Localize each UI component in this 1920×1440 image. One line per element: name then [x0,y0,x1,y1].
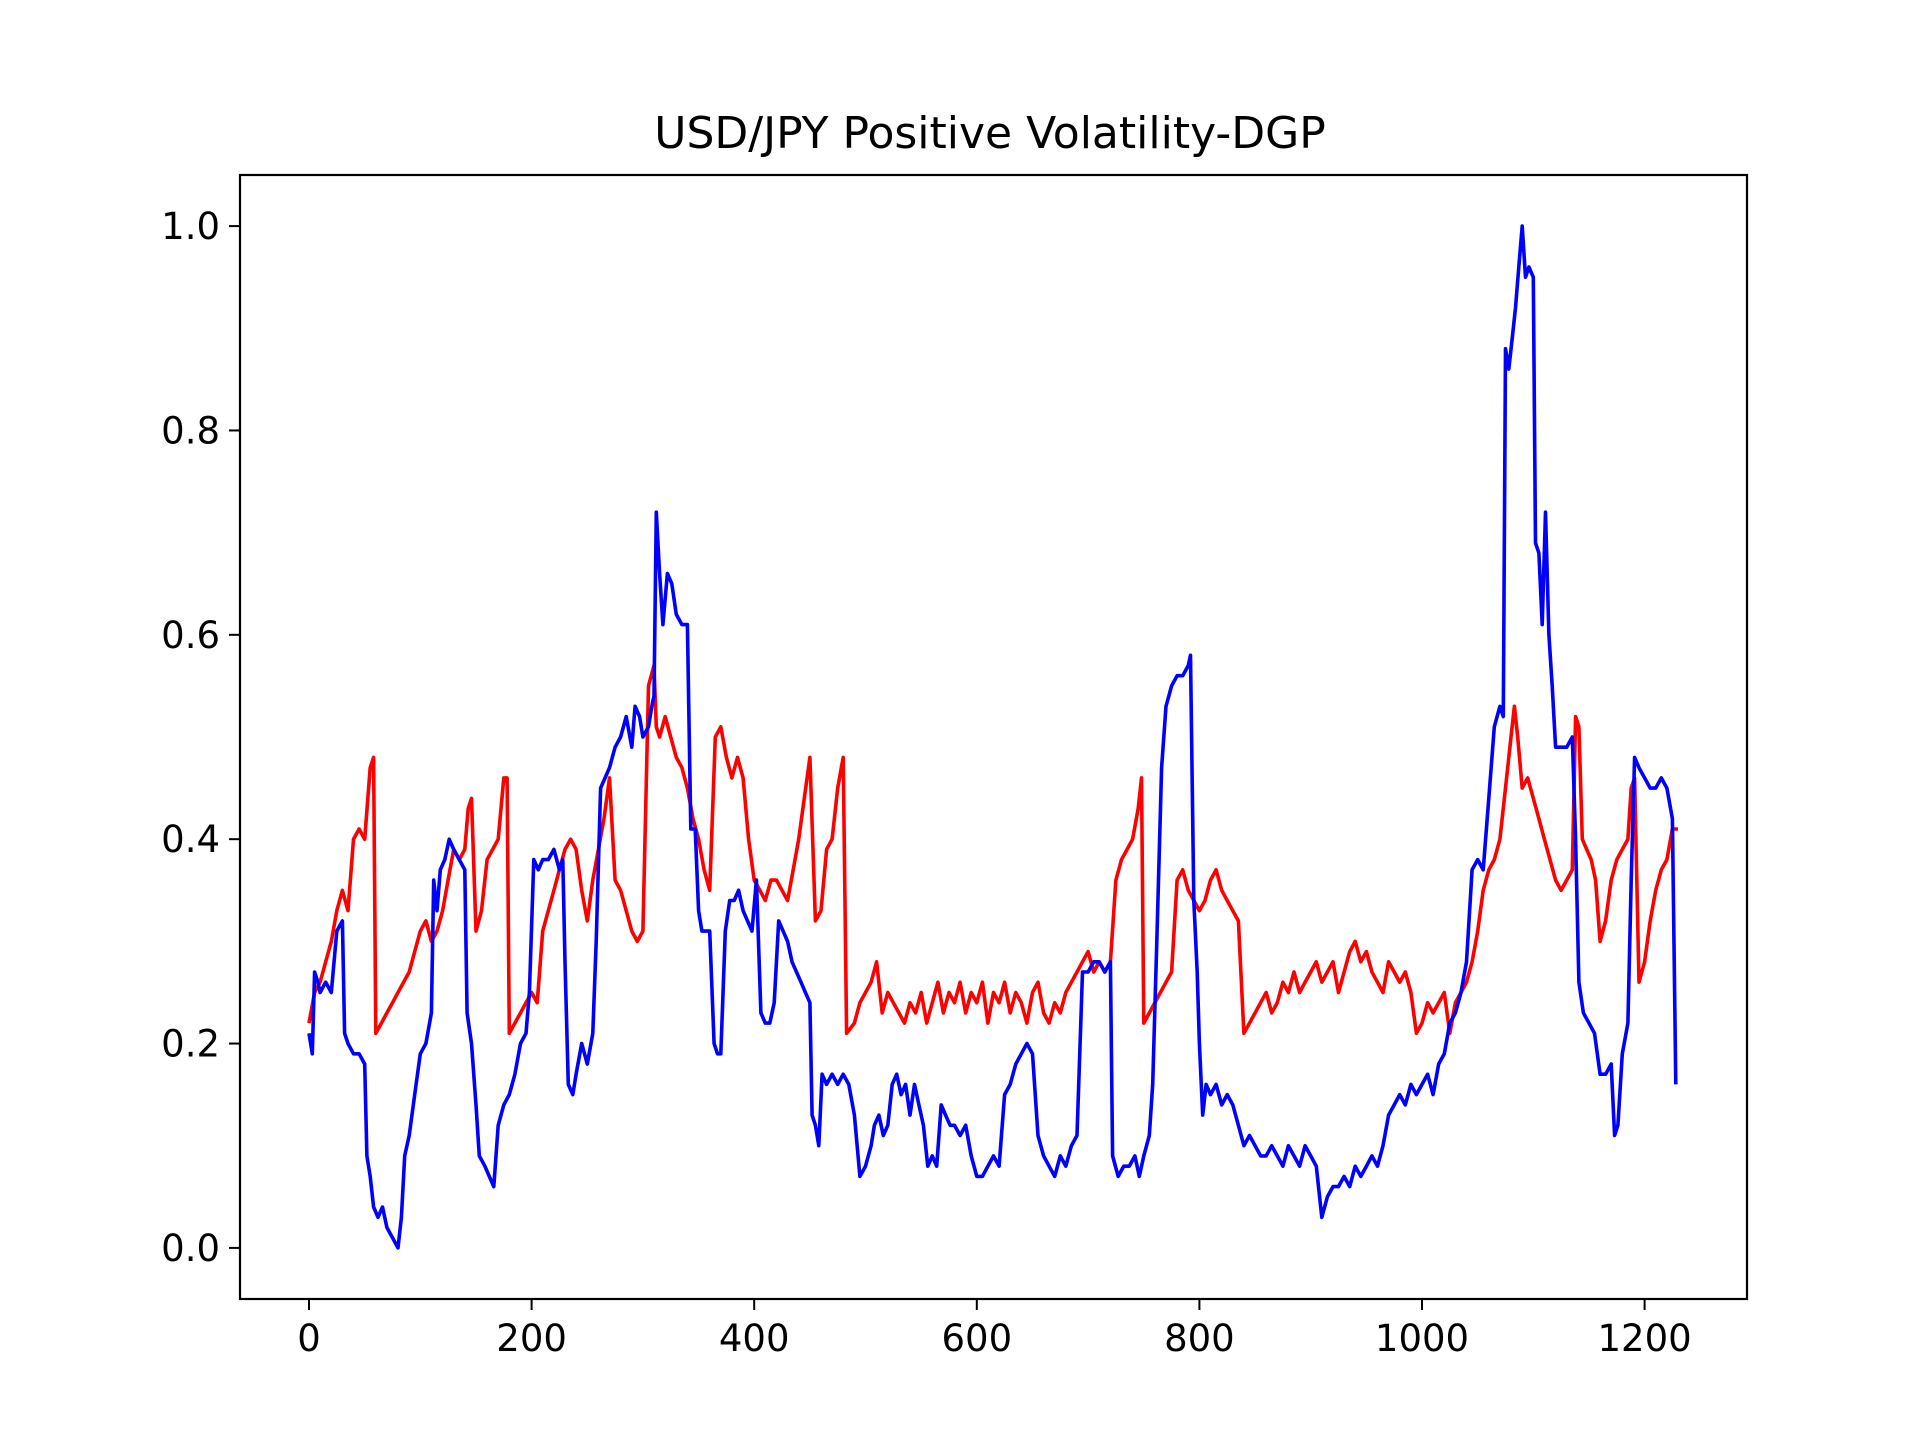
x-tick-label: 0 [297,1317,321,1360]
chart-title: USD/JPY Positive Volatility-DGP [654,108,1325,159]
y-tick-label: 0.2 [161,1023,220,1066]
plot-area-frame [238,173,1749,1301]
x-tick-label: 1000 [1375,1317,1469,1360]
series-layer [307,224,1678,1250]
x-tick-label: 400 [719,1317,790,1360]
x-tick-label: 1200 [1598,1317,1692,1360]
y-tick-label: 0.8 [161,409,220,452]
x-tick-label: 800 [1164,1317,1235,1360]
y-tick-label: 1.0 [161,205,220,248]
y-tick-label: 0.4 [161,818,220,861]
x-tick-label: 600 [941,1317,1012,1360]
y-tick-label: 0.0 [161,1227,220,1270]
y-tick-label: 0.6 [161,614,220,657]
x-tick-label: 200 [496,1317,567,1360]
series-line-2 [307,224,1678,1250]
axes-layer: 0 200 400 600 800 1000 1200 0.0 0.2 0.4 0.6 0.8 1.0 [161,205,1692,1360]
